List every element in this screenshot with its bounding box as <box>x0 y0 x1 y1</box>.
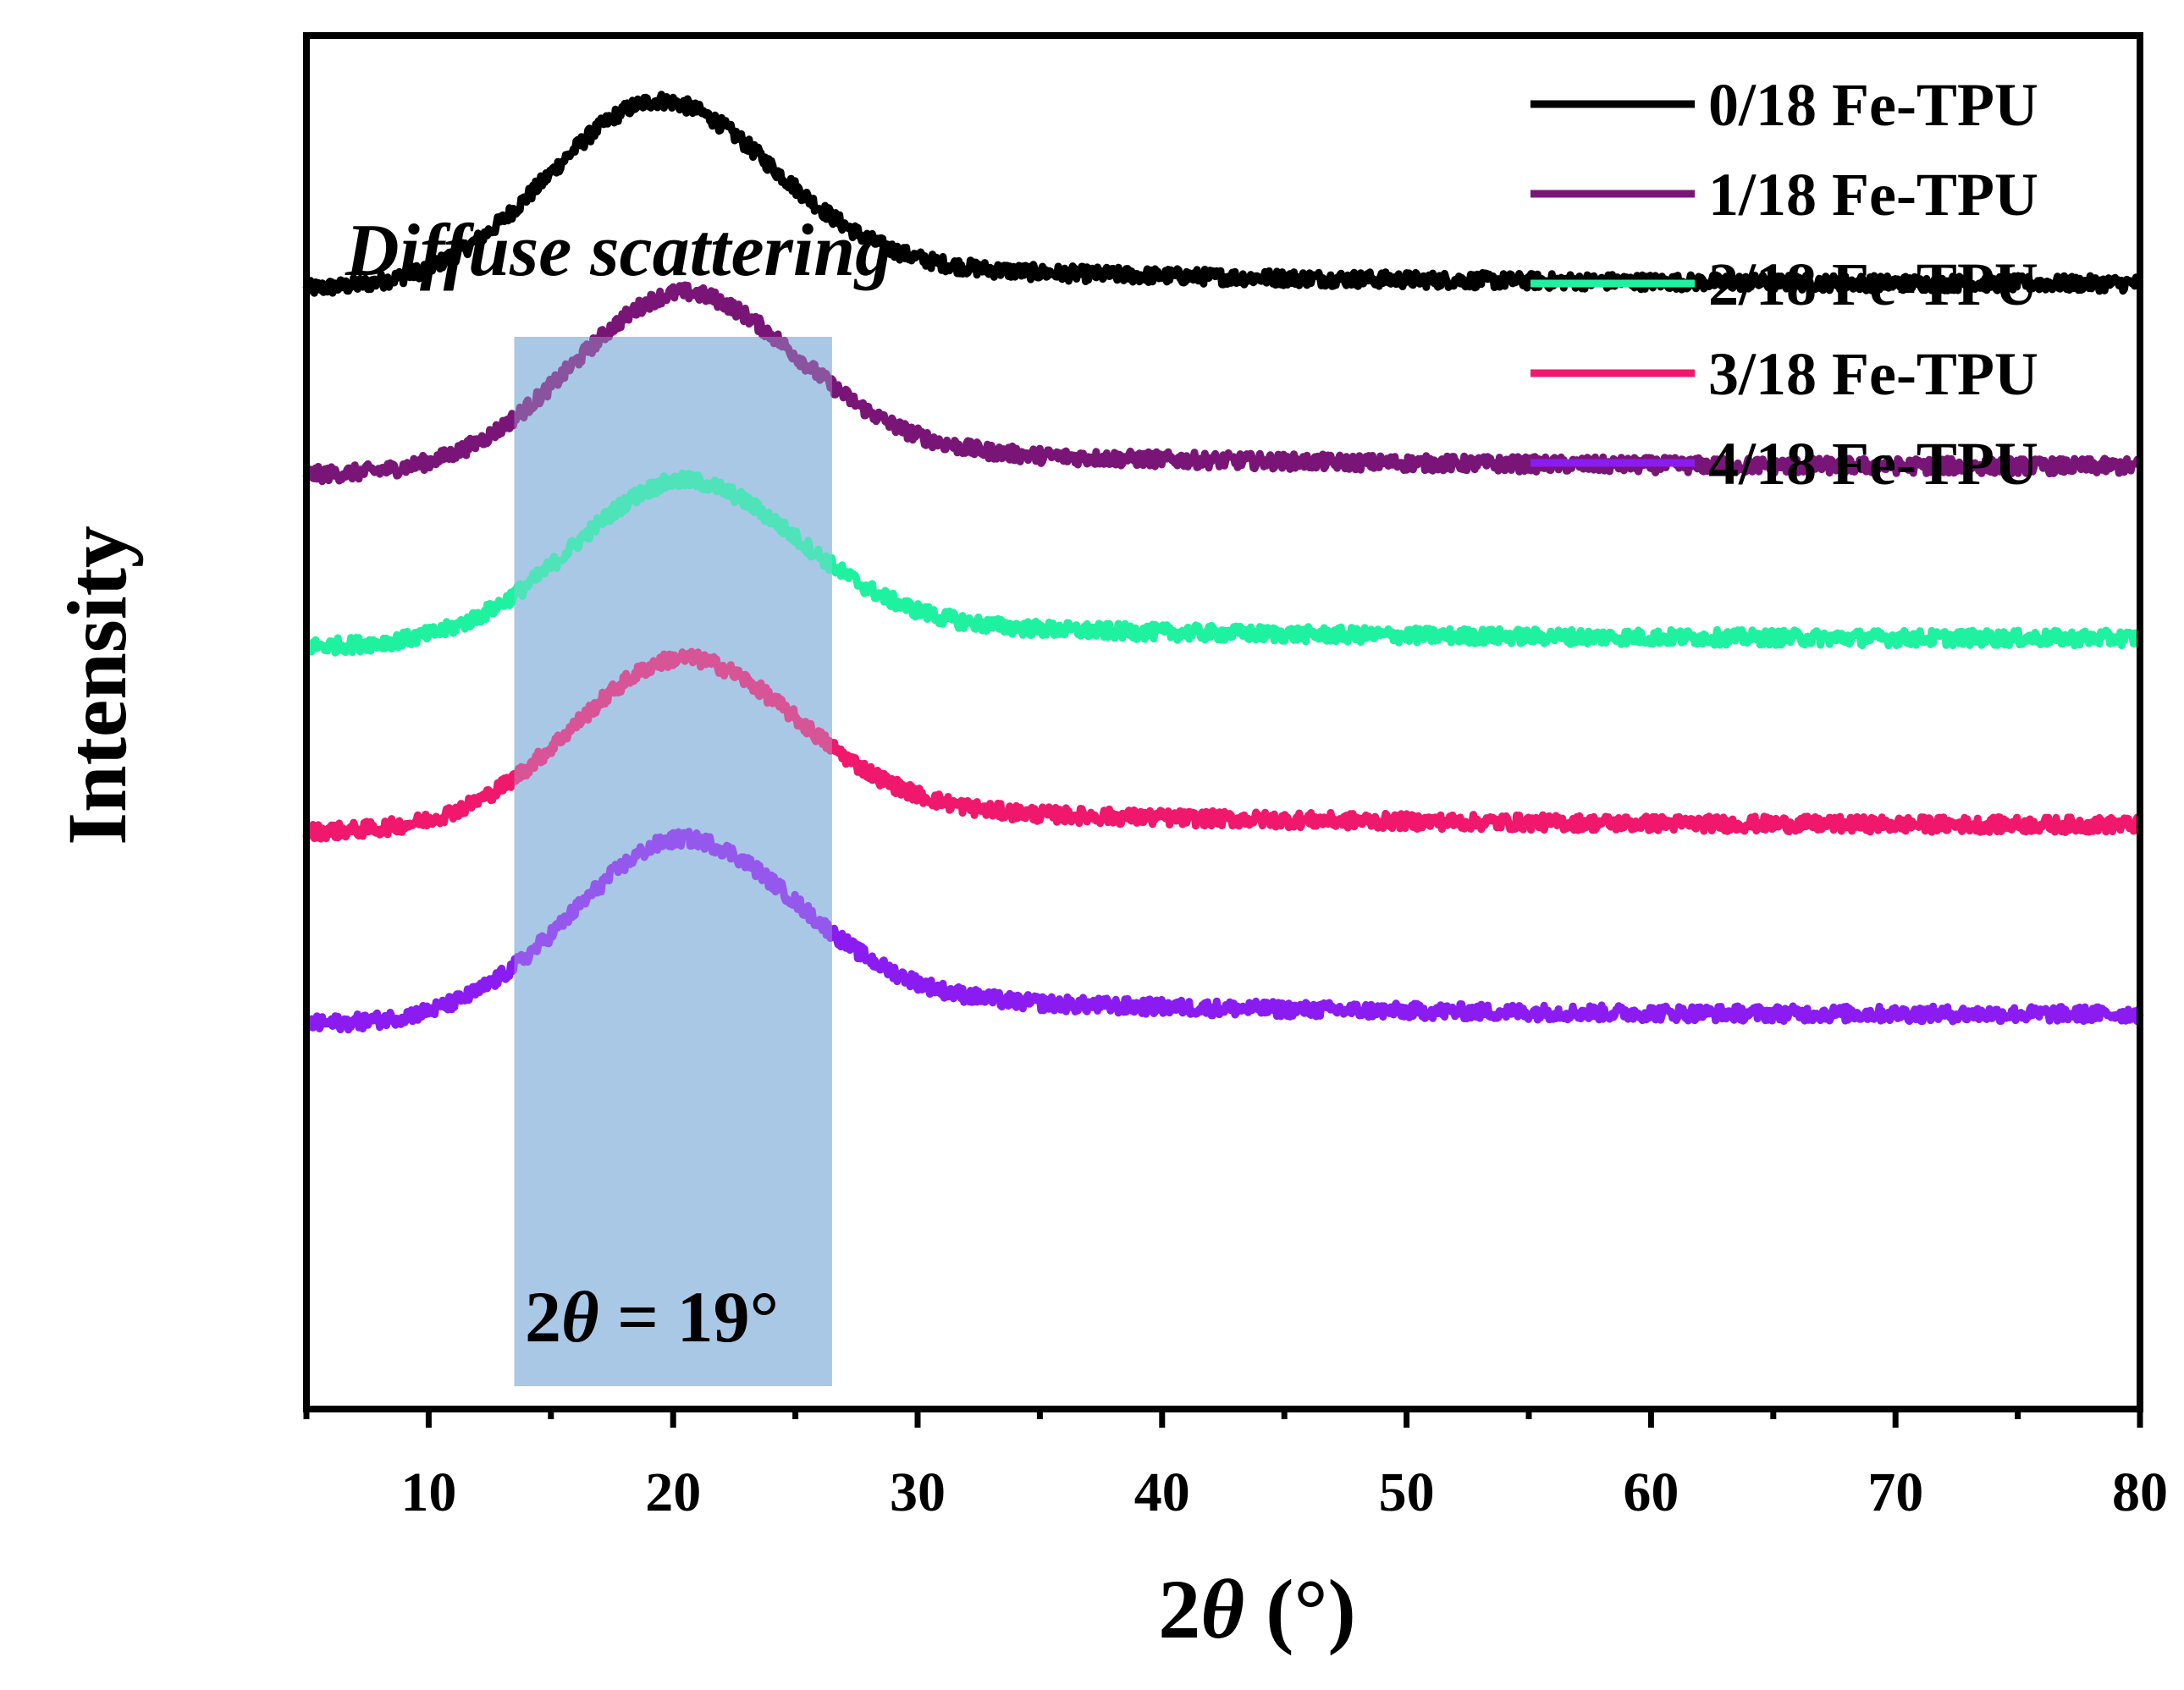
x-axis-ticks: 10 20 30 40 50 60 70 80 <box>303 1409 2168 1523</box>
peak-annotation-theta: θ <box>561 1276 599 1357</box>
band-overlay <box>514 337 832 1386</box>
x-tick-label-20: 20 <box>645 1462 701 1523</box>
series-line-1 <box>302 281 2143 486</box>
legend: 0/18 Fe-TPU 1/18 Fe-TPU 2/18 Fe-TPU 3/18 Fe… <box>1530 71 2038 498</box>
series-line-4 <box>302 828 2144 1034</box>
x-tick-label-80: 80 <box>2112 1462 2168 1523</box>
legend-label-0: 0/18 Fe-TPU <box>1708 71 2038 139</box>
series-line-3 <box>302 647 2143 843</box>
x-tick-label-60: 60 <box>1623 1462 1679 1523</box>
x-tick-label-70: 70 <box>1867 1462 1923 1523</box>
x-tick-label-50: 50 <box>1379 1462 1435 1523</box>
legend-label-1: 1/18 Fe-TPU <box>1708 161 2038 228</box>
peak-annotation: 2θ = 19° <box>525 1276 779 1357</box>
legend-label-3: 3/18 Fe-TPU <box>1708 340 2038 408</box>
x-tick-label-30: 30 <box>890 1462 946 1523</box>
x-tick-label-10: 10 <box>400 1462 456 1523</box>
plot-frame <box>303 32 2143 1412</box>
x-axis-title-theta: θ <box>1200 1562 1244 1656</box>
x-axis-title: 2θ (°) <box>1158 1562 1356 1656</box>
series-line-0 <box>302 91 2143 297</box>
peak-annotation-prefix: 2 <box>525 1276 561 1357</box>
x-axis-title-suffix: (°) <box>1244 1562 1356 1656</box>
series-layer <box>302 91 2144 1386</box>
diffuse-scattering-band <box>514 337 832 1386</box>
x-tick-label-40: 40 <box>1134 1462 1190 1523</box>
legend-label-2: 2/18 Fe-TPU <box>1708 250 2038 318</box>
peak-annotation-suffix: = 19° <box>599 1276 779 1357</box>
diffuse-scattering-label: Diffuse scattering <box>345 210 892 292</box>
series-line-2 <box>304 469 2144 657</box>
y-axis-title: Intensity <box>50 526 144 845</box>
x-axis-title-prefix: 2 <box>1158 1562 1200 1656</box>
legend-label-4: 4/18 Fe-TPU <box>1708 430 2038 498</box>
